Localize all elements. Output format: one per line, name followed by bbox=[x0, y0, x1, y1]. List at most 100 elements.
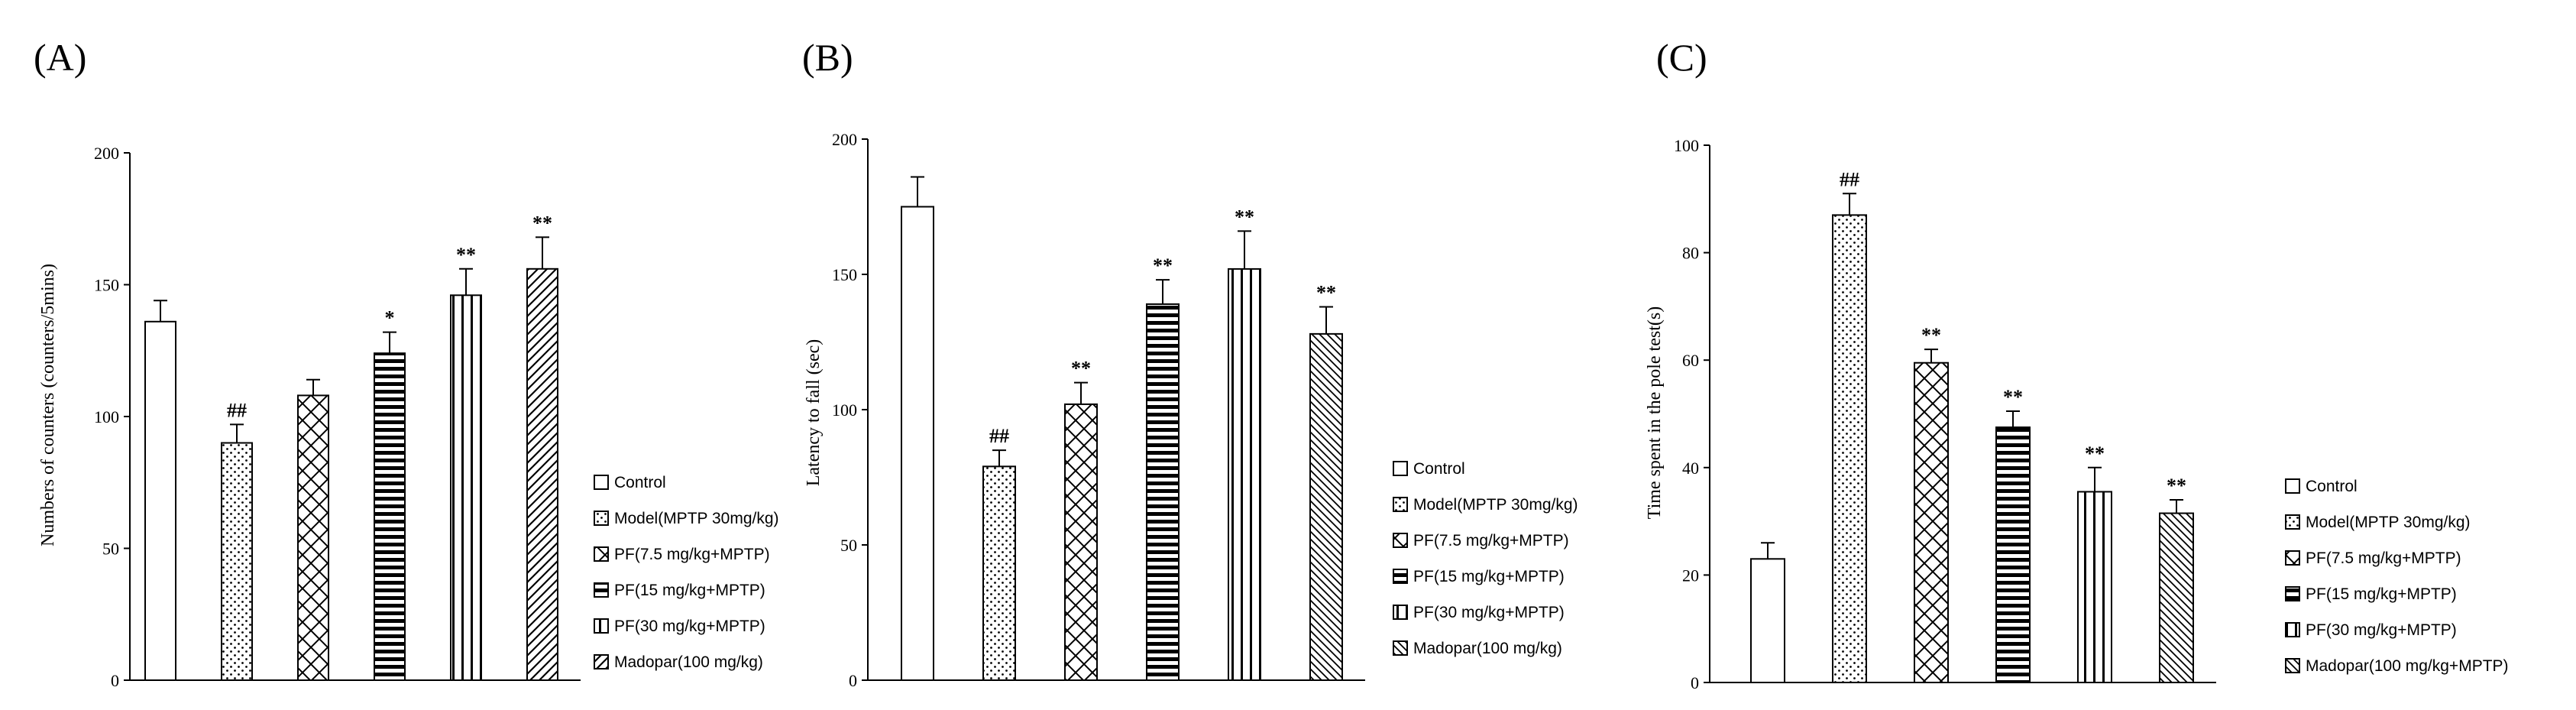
bar bbox=[450, 294, 482, 681]
legend-label: Model(MPTP 30mg/kg) bbox=[614, 510, 779, 527]
panel-label-c: (C) bbox=[1656, 36, 1707, 79]
y-tick-label: 100 bbox=[94, 407, 119, 426]
legend-swatch bbox=[594, 475, 609, 490]
y-tick-label: 100 bbox=[832, 400, 857, 420]
y-tick-label: 150 bbox=[94, 276, 119, 295]
y-tick-label: 0 bbox=[1691, 673, 1699, 692]
legend-swatch bbox=[2285, 478, 2300, 494]
legend-label: Control bbox=[614, 474, 666, 491]
y-tick-label: 200 bbox=[832, 130, 857, 149]
legend-label: PF(15 mg/kg+MPTP) bbox=[614, 582, 765, 599]
y-tick-label: 0 bbox=[111, 671, 119, 690]
y-tick-label: 150 bbox=[832, 265, 857, 284]
bar bbox=[901, 206, 934, 681]
legend-swatch bbox=[594, 582, 609, 598]
legend-swatch bbox=[2285, 514, 2300, 530]
bar bbox=[1146, 303, 1180, 681]
panel-b: (B) Latency to fall (sec) 0 50 100 150 200 ##… bbox=[802, 36, 1578, 690]
significance-marker: ## bbox=[989, 425, 1009, 447]
legend-label: Control bbox=[2306, 478, 2358, 495]
bar bbox=[1228, 267, 1261, 682]
legend-label: Model(MPTP 30mg/kg) bbox=[1413, 496, 1578, 514]
legend-swatch bbox=[594, 618, 609, 634]
legend-label: Model(MPTP 30mg/kg) bbox=[2306, 514, 2471, 531]
legend-label: PF(15 mg/kg+MPTP) bbox=[1413, 568, 1565, 585]
panel-label-a: (A) bbox=[34, 36, 86, 79]
legend-label: PF(7.5 mg/kg+MPTP) bbox=[2306, 550, 2461, 567]
bar bbox=[1064, 403, 1098, 681]
significance-marker: ** bbox=[1921, 324, 1941, 346]
significance-marker: ## bbox=[1840, 168, 1859, 190]
legend-a: Control Model(MPTP 30mg/kg) PF(7.5 mg/kg+M… bbox=[594, 474, 779, 671]
legend-swatch bbox=[2285, 622, 2300, 637]
legend-swatch bbox=[1393, 640, 1408, 656]
legend-c: Control Model(MPTP 30mg/kg) PF(7.5 mg/kg+M… bbox=[2285, 478, 2509, 675]
legend-label: PF(30 mg/kg+MPTP) bbox=[1413, 604, 1565, 621]
legend-swatch bbox=[594, 654, 609, 669]
y-tick-label: 80 bbox=[1682, 244, 1699, 263]
bar bbox=[1914, 361, 1949, 683]
legend-swatch bbox=[1393, 461, 1408, 476]
y-tick-label: 50 bbox=[102, 540, 119, 559]
y-axis-label-c: Time spent in the pole test(s) bbox=[1645, 306, 1665, 519]
plot-area-b: 0 50 100 150 200 ## ** ** ** ** bbox=[832, 130, 1365, 690]
y-tick-label: 100 bbox=[1674, 136, 1699, 155]
y-tick-label: 0 bbox=[849, 671, 857, 690]
y-axis-label-a: Numbers of counters (counters/5mins) bbox=[38, 264, 58, 546]
legend-label: Madopar(100 mg/kg+MPTP) bbox=[2306, 657, 2509, 675]
y-tick-label: 50 bbox=[840, 536, 857, 555]
legend-label: Madopar(100 mg/kg) bbox=[1413, 640, 1562, 657]
bar bbox=[1750, 558, 1785, 683]
legend-swatch bbox=[1393, 605, 1408, 620]
legend-label: PF(30 mg/kg+MPTP) bbox=[2306, 621, 2457, 639]
bar bbox=[1309, 332, 1343, 681]
significance-marker: ** bbox=[532, 212, 552, 234]
y-tick-label: 200 bbox=[94, 144, 119, 163]
legend-swatch bbox=[594, 546, 609, 562]
legend-swatch bbox=[2285, 550, 2300, 566]
significance-marker: ** bbox=[1316, 281, 1336, 303]
y-tick-label: 60 bbox=[1682, 351, 1699, 370]
significance-marker: ** bbox=[2085, 443, 2105, 465]
legend-label: Madopar(100 mg/kg) bbox=[614, 653, 763, 671]
bar bbox=[1995, 426, 2031, 683]
significance-marker: ** bbox=[2167, 475, 2186, 497]
legend-label: PF(7.5 mg/kg+MPTP) bbox=[614, 546, 770, 563]
significance-marker: ## bbox=[227, 399, 247, 421]
significance-marker: ** bbox=[1153, 254, 1173, 277]
legend-swatch bbox=[1393, 533, 1408, 548]
significance-marker: ** bbox=[456, 244, 476, 266]
y-tick-label: 40 bbox=[1682, 459, 1699, 478]
legend-swatch bbox=[2285, 586, 2300, 601]
panel-c: (C) Time spent in the pole test(s) 0 20 40… bbox=[1645, 36, 2509, 692]
y-axis-label-b: Latency to fall (sec) bbox=[804, 339, 824, 487]
bar bbox=[2077, 491, 2112, 683]
significance-marker: ** bbox=[1071, 358, 1091, 380]
panel-label-b: (B) bbox=[802, 36, 853, 79]
significance-marker: ** bbox=[2003, 386, 2023, 408]
bar bbox=[982, 465, 1016, 682]
legend-label: PF(7.5 mg/kg+MPTP) bbox=[1413, 532, 1569, 550]
legend-label: PF(15 mg/kg+MPTP) bbox=[2306, 585, 2457, 603]
legend-label: Control bbox=[1413, 460, 1465, 478]
panel-a: (A) Numbers of counters (counters/5mins)… bbox=[34, 36, 779, 690]
legend-swatch bbox=[1393, 497, 1408, 512]
bar bbox=[374, 352, 406, 681]
bar bbox=[144, 320, 176, 681]
plot-area-c: 0 20 40 60 80 100 ## ** ** ** ** bbox=[1674, 136, 2216, 692]
bar bbox=[221, 442, 253, 681]
legend-swatch bbox=[594, 511, 609, 526]
bar bbox=[2159, 512, 2194, 683]
bar bbox=[297, 394, 329, 682]
legend-swatch bbox=[1393, 569, 1408, 584]
significance-marker: ** bbox=[1235, 206, 1254, 228]
legend-b: Control Model(MPTP 30mg/kg) PF(7.5 mg/kg+M… bbox=[1393, 460, 1578, 657]
bar bbox=[526, 267, 558, 681]
legend-label: PF(30 mg/kg+MPTP) bbox=[614, 618, 765, 635]
legend-swatch bbox=[2285, 658, 2300, 673]
significance-marker: * bbox=[385, 307, 395, 329]
y-tick-label: 20 bbox=[1682, 566, 1699, 585]
bar bbox=[1832, 214, 1867, 683]
